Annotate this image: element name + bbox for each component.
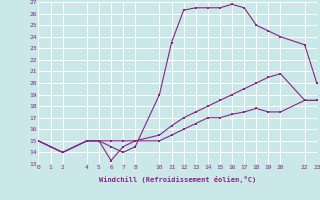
X-axis label: Windchill (Refroidissement éolien,°C): Windchill (Refroidissement éolien,°C) <box>99 176 256 183</box>
